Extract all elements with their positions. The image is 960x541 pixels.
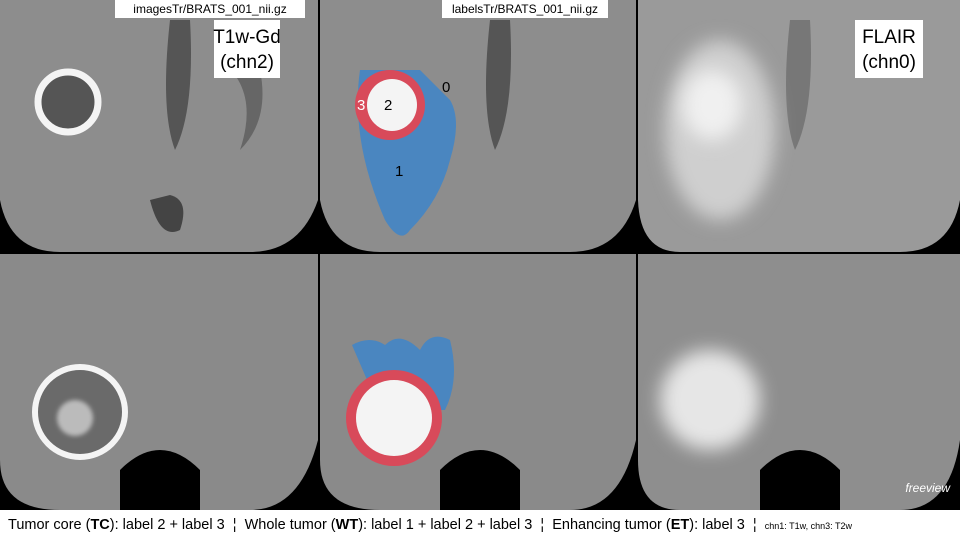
segment-label: 3 — [357, 97, 365, 114]
caption-text: ¦ — [752, 517, 757, 533]
caption-text: ¦ — [540, 517, 545, 533]
caption-text: ): label 3 — [689, 517, 745, 533]
caption-text: ): label 1 + label 2 + label 3 — [358, 517, 533, 533]
divider — [318, 0, 320, 510]
caption: Tumor core (TC): label 2 + label 3 ¦ Who… — [0, 510, 960, 540]
panel-label-top — [320, 0, 636, 252]
header-box — [115, 0, 305, 18]
caption-text: Enhancing tumor ( — [552, 517, 671, 533]
segment-label: 1 — [395, 163, 403, 180]
segment-label: 2 — [384, 97, 392, 114]
segment-label: 0 — [442, 79, 450, 96]
label-box — [855, 20, 923, 78]
caption-text: ET — [670, 517, 690, 533]
caption-text: Whole tumor ( — [244, 517, 336, 533]
watermark: freeview — [905, 481, 951, 495]
header: imagesTr/BRATS_001_nii.gz — [133, 2, 286, 16]
divider — [636, 0, 638, 510]
figure: imagesTr/BRATS_001_nii.gz labelsTr/BRATS… — [0, 0, 960, 510]
header: labelsTr/BRATS_001_nii.gz — [452, 2, 598, 16]
panel-t1-bottom — [0, 254, 318, 510]
caption-text: Tumor core ( — [8, 517, 91, 533]
caption-text: TC — [90, 517, 110, 533]
label-box — [214, 20, 280, 78]
label: T1w-Gd — [213, 27, 281, 48]
caption-text: ): label 2 + label 3 — [109, 517, 225, 533]
label: FLAIR — [862, 27, 916, 48]
caption-text: WT — [335, 517, 359, 533]
label: (chn0) — [862, 52, 916, 73]
divider — [0, 252, 960, 254]
caption-text: chn1: T1w, chn3: T2w — [764, 521, 852, 531]
panel-label-bottom — [320, 254, 636, 510]
caption-text: ¦ — [232, 517, 237, 533]
panel-flair-bottom — [638, 254, 960, 510]
header-box — [442, 0, 608, 18]
label: (chn2) — [220, 52, 274, 73]
